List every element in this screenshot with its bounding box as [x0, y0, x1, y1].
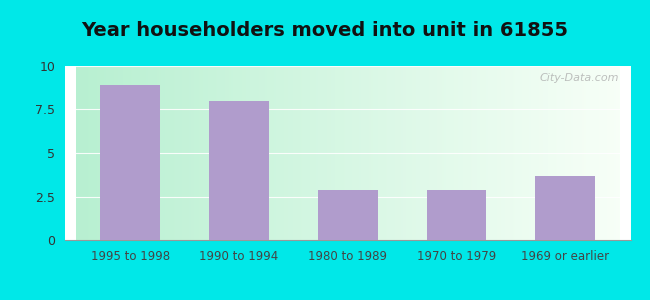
- Bar: [209, 101, 269, 240]
- Text: City-Data.com: City-Data.com: [540, 73, 619, 83]
- Text: Year householders moved into unit in 61855: Year householders moved into unit in 618…: [81, 21, 569, 40]
- Bar: [426, 190, 486, 240]
- Bar: [536, 176, 595, 240]
- Bar: [100, 85, 160, 240]
- Bar: [318, 190, 378, 240]
